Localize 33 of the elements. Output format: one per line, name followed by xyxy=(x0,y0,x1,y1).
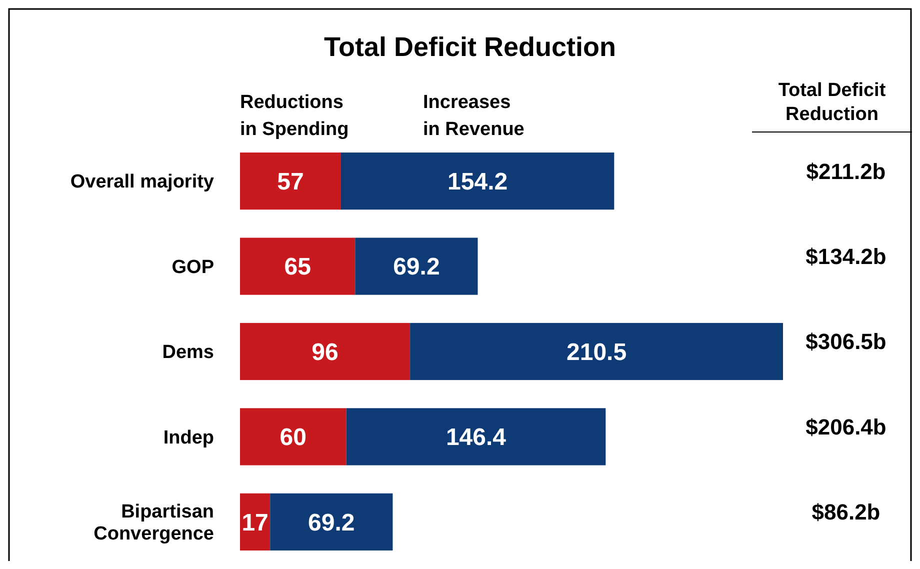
y-tick-label: Overall majority xyxy=(70,172,214,193)
bar xyxy=(240,238,356,295)
text: $86.2b xyxy=(812,500,880,525)
bar xyxy=(355,238,478,295)
y-tick-label: Indep xyxy=(163,427,214,448)
data-label: 65 xyxy=(284,254,311,281)
data-label: 57 xyxy=(277,168,304,196)
data-label: 210.5 xyxy=(566,338,627,366)
data-label: 146.4 xyxy=(446,424,507,452)
bar xyxy=(240,408,346,466)
text: Total Deficit Reduction xyxy=(778,80,886,125)
data-label: 60 xyxy=(280,424,306,452)
data-label: 69.2 xyxy=(393,254,440,281)
series-label: Increases in Revenue xyxy=(423,92,524,140)
y-tick-label: Dems xyxy=(162,342,214,364)
y-tick-label: GOP xyxy=(172,256,214,278)
bar xyxy=(270,493,393,550)
data-label: 96 xyxy=(312,338,338,366)
series-label: Reductions in Spending xyxy=(240,92,349,140)
y-tick-label: Bipartisan Convergence xyxy=(94,502,214,545)
text: $211.2b xyxy=(806,158,886,184)
data-label: 17 xyxy=(242,509,268,536)
bar xyxy=(346,408,606,466)
text: $134.2b xyxy=(806,244,886,269)
data-label: 154.2 xyxy=(448,168,508,196)
bar xyxy=(340,152,614,210)
data-label: 69.2 xyxy=(308,509,355,536)
bar xyxy=(240,152,341,210)
text: $306.5b xyxy=(806,329,886,354)
bar xyxy=(240,322,410,380)
chart-title: Total Deficit Reduction xyxy=(324,32,616,62)
text: $206.4b xyxy=(806,414,886,440)
bar xyxy=(410,322,783,380)
